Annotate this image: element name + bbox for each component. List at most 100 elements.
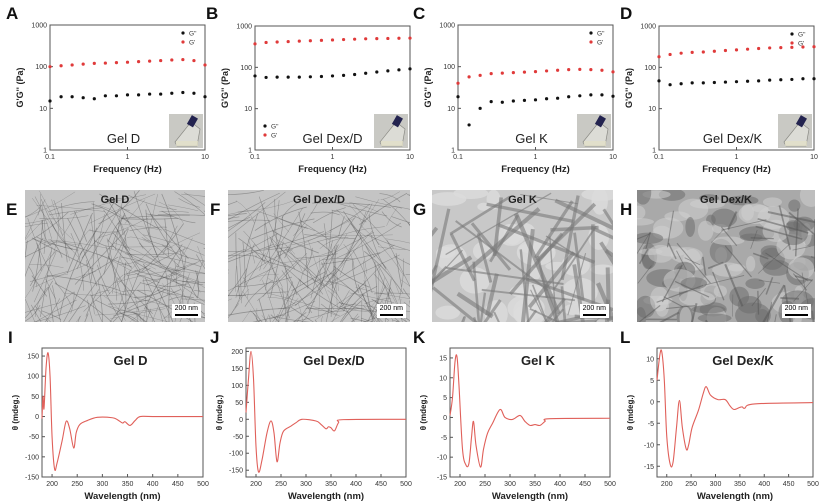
data-point-g-double-prime xyxy=(478,106,482,110)
y-tick-label: -5 xyxy=(441,435,447,442)
data-point-g-prime xyxy=(308,39,312,43)
data-point-g-double-prime xyxy=(48,99,52,103)
data-point-g-prime xyxy=(70,63,74,67)
data-point-g-double-prime xyxy=(757,79,761,83)
data-point-g-prime xyxy=(779,46,783,50)
data-point-g-prime xyxy=(408,36,412,40)
data-point-g-prime xyxy=(611,70,615,74)
x-axis-label: Wavelength (nm) xyxy=(697,491,773,502)
data-point-g-double-prime xyxy=(745,79,750,83)
data-point-g-double-prime xyxy=(114,94,119,98)
legend-label: G' xyxy=(189,40,195,47)
x-tick-label: 1 xyxy=(534,154,538,161)
data-point-g-prime xyxy=(286,39,290,44)
chart-title: Gel Dex/K xyxy=(712,353,774,368)
data-point-g-prime xyxy=(768,46,772,50)
data-point-g-double-prime xyxy=(511,99,515,103)
x-tick-label: 350 xyxy=(529,481,541,488)
data-point-g-prime xyxy=(148,59,152,63)
y-tick-label: 0 xyxy=(650,399,654,406)
data-point-g-prime xyxy=(701,50,705,54)
y-tick-label: -10 xyxy=(437,455,447,462)
x-tick-label: 250 xyxy=(275,481,287,488)
x-tick-label: 500 xyxy=(197,481,209,488)
y-tick-label: 0 xyxy=(443,415,447,422)
y-tick-label: 1 xyxy=(451,148,455,155)
legend-label: G'' xyxy=(189,31,197,38)
data-point-g-double-prime xyxy=(319,74,324,79)
x-tick-label: 450 xyxy=(783,481,795,488)
chart-panel-j: 200 250 300 350 400 450 500 -150 -100 -50 0 50 100 15… xyxy=(215,347,412,502)
y-tick-label: 10 xyxy=(39,106,47,113)
y-axis-label: θ (mdeg.) xyxy=(11,394,20,430)
data-point-g-prime xyxy=(734,48,739,52)
data-point-g-prime xyxy=(478,73,482,77)
chart-panel-l: 200 250 300 350 400 450 500 -15 -10 -5 0 5 10 Wavelen… xyxy=(626,347,819,502)
data-point-g-prime xyxy=(456,81,460,85)
legend-label: G' xyxy=(798,41,804,48)
x-axis-label: Frequency (Hz) xyxy=(93,164,162,175)
data-point-g-double-prime xyxy=(801,77,805,81)
data-point-g-prime xyxy=(264,40,268,45)
y-tick-label: 0 xyxy=(35,414,39,421)
data-point-g-double-prime xyxy=(589,93,593,97)
tem-title: Gel K xyxy=(508,194,537,206)
x-tick-label: 400 xyxy=(758,481,770,488)
data-point-g-prime xyxy=(657,55,661,59)
data-point-g-prime xyxy=(567,68,571,72)
data-point-g-double-prime xyxy=(456,95,460,99)
panel-letter-c: C xyxy=(413,4,426,23)
y-tick-label: 1 xyxy=(248,148,252,155)
legend: G'' G' xyxy=(790,32,806,48)
data-point-g-double-prime xyxy=(297,75,301,79)
chart-title: Gel K xyxy=(521,353,556,368)
y-tick-label: -100 xyxy=(229,451,243,458)
chart-title: Gel Dex/D xyxy=(303,353,364,368)
tem-image-h: Gel Dex/K 200 nm xyxy=(637,190,815,322)
x-tick-label: 1 xyxy=(735,154,739,161)
cd-spectrum-line xyxy=(41,352,203,472)
data-point-g-double-prime xyxy=(790,77,794,82)
data-point-g-double-prime xyxy=(544,97,549,101)
legend-label: G'' xyxy=(271,124,279,131)
data-point-g-double-prime xyxy=(159,92,163,96)
y-tick-label: 1000 xyxy=(236,24,252,31)
data-point-g-double-prime xyxy=(330,74,335,78)
y-tick-label: 1000 xyxy=(31,23,47,30)
tem-image-e: Gel D 200 nm xyxy=(25,190,205,322)
y-tick-label: -15 xyxy=(644,464,654,471)
data-point-g-prime xyxy=(757,46,761,51)
y-tick-label: 10 xyxy=(646,356,654,363)
x-tick-label: 10 xyxy=(201,154,209,161)
y-tick-label: 100 xyxy=(27,374,39,381)
data-point-g-prime xyxy=(203,63,207,67)
x-axis-label: Frequency (Hz) xyxy=(702,164,771,175)
y-tick-label: 10 xyxy=(648,106,656,113)
x-axis-label: Frequency (Hz) xyxy=(501,164,570,175)
scale-bar: 200 nm xyxy=(171,304,201,318)
x-tick-label: 300 xyxy=(504,481,516,488)
data-point-g-double-prime xyxy=(679,82,683,86)
data-point-g-double-prime xyxy=(668,83,672,87)
tem-image-g: Gel K 200 nm xyxy=(432,190,613,322)
y-tick-label: 150 xyxy=(27,354,39,361)
data-point-g-prime xyxy=(103,61,107,65)
x-tick-label: 500 xyxy=(807,481,819,488)
legend: G'' G' xyxy=(263,124,279,140)
y-tick-label: 10 xyxy=(447,106,455,113)
data-point-g-double-prime xyxy=(768,78,772,82)
y-axis-label: G'G'' (Pa) xyxy=(15,68,25,108)
chart-title: Gel D xyxy=(107,131,140,146)
panel-letter-l: L xyxy=(620,328,631,347)
scale-bar: 200 nm xyxy=(376,304,406,318)
panel-letter-e: E xyxy=(6,200,18,219)
data-point-g-double-prime xyxy=(812,77,816,81)
data-point-g-prime xyxy=(690,50,694,54)
data-point-g-prime xyxy=(59,64,63,68)
data-point-g-prime xyxy=(679,51,683,55)
data-point-g-double-prime xyxy=(264,75,268,80)
data-point-g-prime xyxy=(544,69,549,73)
